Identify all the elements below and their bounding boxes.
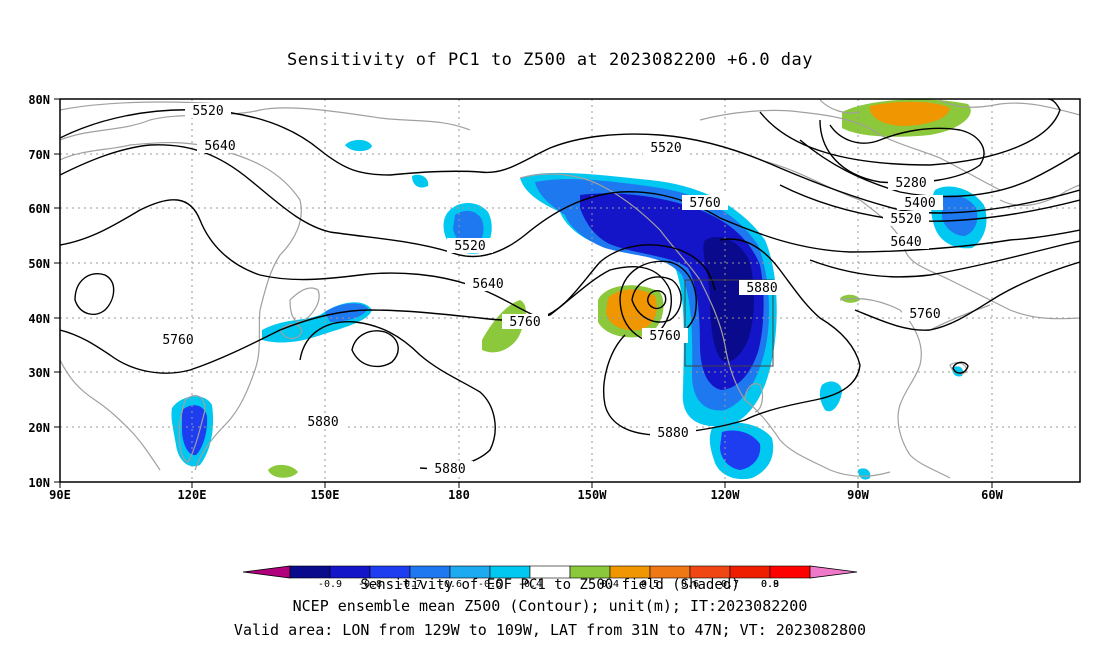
y-tick-label: 30N [28, 366, 50, 380]
grid [60, 99, 1080, 482]
contour-label: 5280 [895, 176, 926, 191]
colorbar-tick-label: -0.8 [358, 579, 382, 590]
colorbar: -0.9 -0.8 -0.7 -0.6 -0.5 -0.4 0.4 0.5 0.6 0.7 0.80… [242, 565, 858, 590]
y-tick-label: 80N [28, 93, 50, 107]
shade-positive-small-e [268, 464, 298, 478]
y-tick-label: 10N [28, 476, 50, 490]
contour-5760-east [854, 261, 1080, 331]
shade-negative-small-a [345, 139, 372, 152]
footer-contour-desc: NCEP ensemble mean Z500 (Contour); unit(… [292, 597, 808, 615]
x-tick-label: 150W [578, 488, 608, 502]
contour-cutoff-inner [631, 276, 682, 323]
footer-shaded-desc: Sensitivity of EOF PC1 to Z500 field (Sh… [360, 577, 740, 593]
contour-label: 5760 [162, 333, 193, 348]
shade-positive-pacific-orange-inner [606, 289, 657, 331]
colorbar-tick-label: 0.8 [761, 579, 779, 590]
y-tick-label: 50N [28, 257, 50, 271]
colorbar-tick-label: 0.5 [641, 579, 659, 590]
colorbar-tick-label: -0.9 [318, 579, 342, 590]
y-tick-label: 20N [28, 421, 50, 435]
contour-cutoff-tiny [647, 290, 667, 310]
contour-arctic [759, 99, 1061, 166]
colorbar-tick-label: 0.7 [721, 579, 739, 590]
contour-label: 5880 [746, 281, 777, 296]
x-tick-label: 120E [178, 488, 207, 502]
shade-negative-small-c [858, 468, 871, 480]
contour-5640-east [809, 240, 1080, 278]
contour-label: 5520 [454, 239, 485, 254]
footer-valid-area: Valid area: LON from 129W to 109W, LAT f… [233, 621, 867, 639]
colorbar-tick-label: 0.4 [601, 579, 619, 590]
shade-negative-mexico-inner [720, 430, 761, 470]
contour-label: 5880 [657, 426, 688, 441]
colorbar-tick-label: -0.7 [398, 579, 422, 590]
x-tick-label: 180 [448, 488, 470, 502]
colorbar-tick-label: -0.6 [438, 579, 462, 590]
shade-negative-aleutian-inner [453, 210, 484, 246]
y-tick-label: 40N [28, 312, 50, 326]
contour-label: 5640 [204, 139, 235, 154]
shade-negative-philippines-inner [182, 405, 208, 456]
contour-label: 5760 [509, 315, 540, 330]
contour-5520 [60, 109, 1080, 214]
contour-5400 [799, 139, 1080, 198]
x-tick-label: 150E [311, 488, 340, 502]
plot-frame [59, 98, 1081, 483]
contour-label: 5520 [890, 212, 921, 227]
contour-label: 5640 [472, 277, 503, 292]
contour-labels: 5520 5640 5520 5760 5520 5640 5760 5760 … [162, 104, 941, 477]
colorbar-right-arrow [809, 565, 858, 579]
contour-label: 5520 [192, 104, 223, 119]
contour-small-east [952, 361, 969, 374]
shade-negative-wna-core [703, 236, 754, 362]
contour-label: 5520 [650, 141, 681, 156]
contour-label: 5760 [909, 307, 940, 322]
shade-negative-small-b [412, 174, 429, 188]
colorbar-tick-label: 0.9 [761, 579, 779, 590]
valid-area-box [684, 279, 774, 367]
contour-cutoff-outer [619, 260, 697, 342]
shade-negative-japan-inner [325, 303, 368, 322]
contour-label: 5640 [890, 235, 921, 250]
contour-label: 5760 [689, 196, 720, 211]
tick-marks [54, 98, 993, 488]
coastlines [60, 99, 1080, 479]
x-tick-label: 90E [49, 488, 71, 502]
shaded-regions [171, 99, 987, 480]
contour-5760-a [60, 199, 716, 319]
contour-pacific-low [351, 330, 399, 368]
x-tick-label: 120W [711, 488, 741, 502]
colorbar-tick-label: -0.4 [518, 579, 542, 590]
x-tick-labels: 90E 120E 150E 180 150W 120W 90W 60W [49, 488, 1003, 502]
map-title: Sensitivity of PC1 to Z500 at 2023082200… [286, 50, 813, 70]
x-tick-label: 60W [981, 488, 1003, 502]
colorbar-tick-label: 0.6 [681, 579, 699, 590]
shade-negative-labrador-inner [942, 195, 978, 236]
y-tick-label: 60N [28, 202, 50, 216]
contour-label: 5880 [307, 415, 338, 430]
contour-5880-b [603, 238, 861, 436]
contour-5280 [819, 119, 985, 184]
x-tick-label: 90W [847, 488, 869, 502]
contour-5880-a [299, 321, 496, 470]
contour-label: 5760 [649, 329, 680, 344]
contour-label: 5400 [904, 196, 935, 211]
z500-contours [60, 99, 1080, 470]
y-tick-labels: 80N 70N 60N 50N 40N 30N 20N 10N [28, 93, 50, 490]
contour-label: 5880 [434, 462, 465, 477]
colorbar-tick-label: -0.5 [478, 579, 502, 590]
contour-small-loop [74, 273, 115, 316]
contour-5760-b [60, 266, 672, 374]
y-tick-label: 70N [28, 148, 50, 162]
shade-positive-arctic-inner [869, 101, 950, 126]
contour-5640 [60, 144, 1080, 258]
